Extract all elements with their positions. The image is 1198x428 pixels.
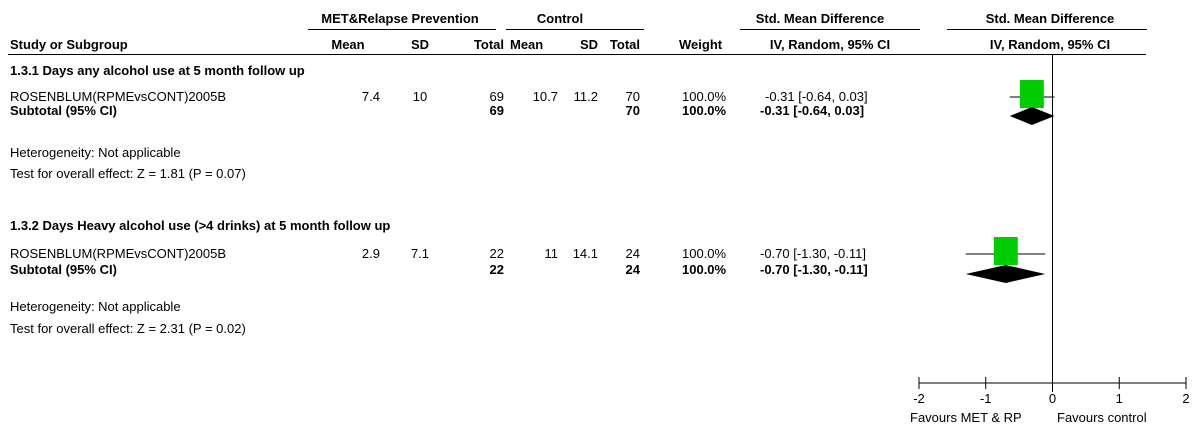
subtotal-total-ctrl: 24 — [625, 262, 640, 277]
subgroup-title: 1.3.1 Days any alcohol use at 5 month fo… — [10, 63, 305, 78]
subtotal-total-ctrl: 70 — [625, 103, 640, 118]
group-exp-header: MET&Relapse Prevention — [321, 11, 479, 26]
heterogeneity-text: Heterogeneity: Not applicable — [10, 299, 181, 314]
col-total-exp: Total — [473, 37, 504, 52]
study-total-ctrl: 24 — [625, 246, 640, 261]
col-study: Study or Subgroup — [10, 37, 128, 52]
study-sd-exp: 10 — [412, 89, 428, 104]
heterogeneity-text: Heterogeneity: Not applicable — [10, 145, 181, 160]
study-ci: -0.31 [-0.64, 0.03] — [765, 89, 868, 104]
study-name: ROSENBLUM(RPMEvsCONT)2005B — [10, 246, 226, 261]
study-sd-ctrl: 11.2 — [573, 89, 598, 104]
study-mean-ctrl: 10.7 — [532, 89, 558, 104]
subtotal-diamond — [1009, 107, 1055, 125]
x-tick-label: 1 — [1116, 391, 1123, 406]
col-mean-ctrl: Mean — [510, 37, 544, 52]
header-rule — [8, 54, 1146, 55]
study-mean-exp: 2.9 — [361, 246, 380, 261]
subgroup-title: 1.3.2 Days Heavy alcohol use (>4 drinks)… — [10, 218, 391, 233]
study-sd-exp: 7.1 — [410, 246, 430, 261]
col-ci: IV, Random, 95% CI — [769, 37, 891, 52]
study-total-exp: 22 — [489, 246, 504, 261]
study-square — [993, 237, 1018, 265]
group-ctrl-header: Control — [536, 11, 584, 26]
effect-header: Std. Mean Difference — [755, 11, 885, 26]
col-mean-exp: Mean — [331, 37, 365, 52]
study-weight: 100.0% — [682, 89, 727, 104]
group-exp-rule — [308, 29, 496, 30]
study-mean-ctrl: 11 — [544, 246, 559, 261]
study-weight: 100.0% — [682, 246, 727, 261]
study-total-ctrl: 70 — [625, 89, 640, 104]
subtotal-diamond — [965, 265, 1046, 283]
x-tick-label: -2 — [913, 391, 925, 406]
x-tick-label: 2 — [1182, 391, 1189, 406]
subtotal-label: Subtotal (95% CI) — [10, 103, 117, 118]
col-weight: Weight — [679, 37, 723, 52]
effect-header-plot: Std. Mean Difference — [985, 11, 1115, 26]
subtotal-total-exp: 69 — [489, 103, 504, 118]
study-square — [1019, 80, 1044, 108]
subtotal-label: Subtotal (95% CI) — [10, 262, 117, 277]
study-ci: -0.70 [-1.30, -0.11] — [760, 246, 866, 261]
study-name: ROSENBLUM(RPMEvsCONT)2005B — [10, 89, 226, 104]
col-ci-plot: IV, Random, 95% CI — [989, 37, 1111, 52]
overall-effect-text: Test for overall effect: Z = 1.81 (P = 0… — [10, 166, 246, 181]
subtotal-ci: -0.70 [-1.30, -0.11] — [760, 262, 868, 277]
favours-left-label: Favours MET & RP — [910, 410, 1022, 425]
subtotal-total-exp: 22 — [489, 262, 504, 277]
col-sd-exp: SD — [410, 37, 430, 52]
effect-plot-rule — [947, 29, 1147, 30]
subtotal-weight: 100.0% — [682, 103, 727, 118]
x-tick-label: -1 — [980, 391, 992, 406]
col-sd-ctrl: SD — [579, 37, 598, 52]
study-mean-exp: 7.4 — [361, 89, 380, 104]
subtotal-ci: -0.31 [-0.64, 0.03] — [760, 103, 865, 118]
x-tick-label: 0 — [1049, 391, 1056, 406]
col-total-ctrl: Total — [609, 37, 640, 52]
overall-effect-text: Test for overall effect: Z = 2.31 (P = 0… — [10, 321, 246, 336]
study-sd-ctrl: 14.1 — [572, 246, 598, 261]
group-ctrl-rule — [506, 29, 644, 30]
effect-rule — [740, 29, 920, 30]
favours-right-label: Favours control — [1057, 410, 1147, 425]
subtotal-weight: 100.0% — [682, 262, 727, 277]
study-total-exp: 69 — [489, 89, 504, 104]
